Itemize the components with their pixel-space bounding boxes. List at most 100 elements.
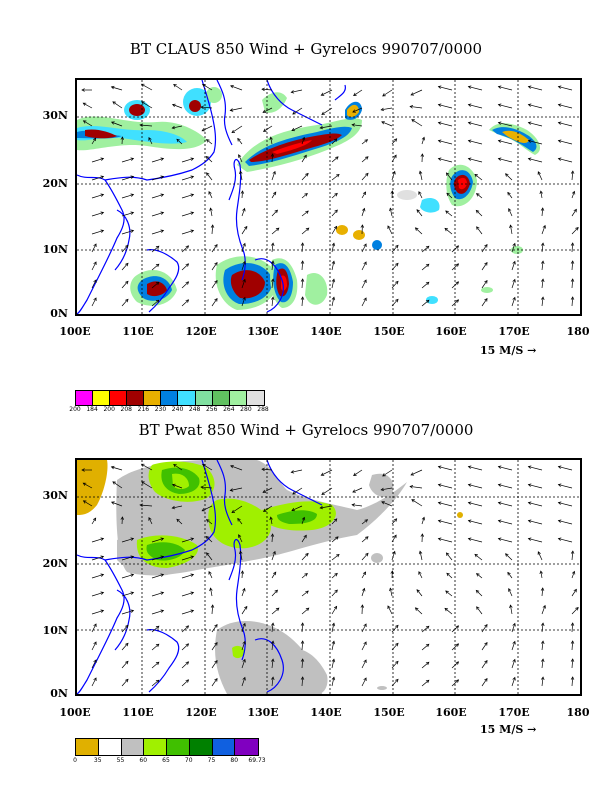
wind-arrow-shaft xyxy=(511,279,516,289)
wind-arrow-head-icon xyxy=(484,677,488,682)
colorbar-tick-label: 70 xyxy=(184,757,193,764)
wind-arrow-shaft xyxy=(508,208,513,217)
wind-arrow-head-icon xyxy=(333,138,338,142)
colorbar-tick-label: 288 xyxy=(257,406,269,413)
wind-arrow-head-icon xyxy=(527,537,532,541)
top-lat-label: 30N xyxy=(42,109,68,122)
wind-arrow-shaft xyxy=(361,588,365,597)
wind-arrow-shaft xyxy=(91,677,97,687)
wind-arrow-shaft xyxy=(181,230,194,235)
wind-arrow-head-icon xyxy=(475,589,480,594)
wind-arrow-head-icon xyxy=(455,245,460,249)
bottom-lon-label: 100E xyxy=(59,706,91,719)
wind-arrow-shaft xyxy=(301,227,310,235)
wind-arrow-shaft xyxy=(301,173,309,181)
wind-arrow-head-icon xyxy=(130,229,135,233)
wind-arrow-head-icon xyxy=(335,536,339,540)
wind-arrow-shaft xyxy=(241,570,243,579)
colorbar-swatch xyxy=(212,391,230,405)
wind-arrow-shaft xyxy=(91,556,104,561)
wind-arrow-head-icon xyxy=(573,208,577,213)
wind-arrow-shaft xyxy=(498,502,513,507)
wind-arrow-shaft xyxy=(91,243,97,253)
wind-arrow-shaft xyxy=(201,106,213,109)
wind-arrow-head-icon xyxy=(201,128,206,132)
wind-arrow-shaft xyxy=(181,158,194,163)
wind-arrow-head-icon xyxy=(512,622,516,627)
wind-arrow-shaft xyxy=(271,153,273,163)
wind-arrow-head-icon xyxy=(291,127,295,132)
wind-arrow-head-icon xyxy=(93,297,97,301)
wind-arrow-head-icon xyxy=(130,573,135,577)
wind-arrow-head-icon xyxy=(416,209,420,213)
wind-arrow-shaft xyxy=(446,172,453,181)
wind-arrow-shaft xyxy=(211,298,218,307)
wind-arrow-shaft xyxy=(498,140,513,145)
wind-arrow-shaft xyxy=(468,502,483,507)
wind-arrow-shaft xyxy=(468,158,483,163)
colorbar-tick-label: 240 xyxy=(171,406,184,413)
wind-arrow-head-icon xyxy=(527,465,532,469)
wind-arrow-shaft xyxy=(381,121,393,127)
wind-arrow-head-icon xyxy=(208,191,212,195)
wind-arrow-shaft xyxy=(151,538,164,543)
wind-arrow-head-icon xyxy=(467,121,472,125)
wind-arrow-head-icon xyxy=(100,175,105,179)
wind-arrow-head-icon xyxy=(304,192,308,197)
wind-arrow-head-icon xyxy=(389,207,393,212)
wind-arrow-head-icon xyxy=(570,260,575,264)
wind-arrow-head-icon xyxy=(190,609,195,613)
wind-arrow-head-icon xyxy=(93,641,97,645)
wind-arrow-shaft xyxy=(172,125,183,129)
wind-arrow-head-icon xyxy=(120,516,125,520)
wind-arrow-shaft xyxy=(507,572,513,579)
wind-arrow-shaft xyxy=(476,590,483,597)
wind-arrow-head-icon xyxy=(148,517,152,521)
wind-arrow-shaft xyxy=(418,191,423,199)
wind-arrow-head-icon xyxy=(130,555,135,559)
colorbar-tick-label: 200 xyxy=(69,406,81,413)
wind-arrow-head-icon xyxy=(570,278,575,282)
wind-arrow-shaft xyxy=(444,608,453,615)
wind-arrow-shaft xyxy=(468,484,483,489)
wind-arrow-shaft xyxy=(451,281,459,289)
wind-arrow-head-icon xyxy=(395,280,399,285)
wind-arrow-head-icon xyxy=(275,607,280,612)
wind-arrow-shaft xyxy=(321,469,333,476)
wind-arrow-head-icon xyxy=(190,537,195,541)
wind-arrow-shaft xyxy=(541,605,546,615)
wind-arrow-head-icon xyxy=(364,519,369,523)
wind-arrow-head-icon xyxy=(271,278,275,282)
wind-arrow-head-icon xyxy=(420,153,425,157)
wind-arrow-head-icon xyxy=(497,483,502,487)
wind-arrow-shaft xyxy=(558,466,573,471)
wind-arrow-head-icon xyxy=(541,278,545,282)
wind-arrow-shaft xyxy=(239,171,243,181)
wind-arrow-head-icon xyxy=(333,518,338,522)
wind-arrow-head-icon xyxy=(130,175,135,179)
wind-arrow-head-icon xyxy=(527,103,532,107)
wind-arrow-head-icon xyxy=(190,157,195,161)
wind-arrow-shaft xyxy=(558,484,573,489)
wind-arrow-shaft xyxy=(468,466,483,471)
wind-arrow-shaft xyxy=(91,297,97,307)
wind-arrow-head-icon xyxy=(303,154,307,159)
wind-arrow-shaft xyxy=(391,518,397,525)
wind-arrow-shaft xyxy=(121,556,134,561)
wind-arrow-shaft xyxy=(211,280,218,289)
wind-arrow-shaft xyxy=(230,85,243,91)
wind-arrow-head-icon xyxy=(445,552,450,556)
wind-arrow-head-icon xyxy=(148,137,152,141)
wind-arrow-head-icon xyxy=(467,103,472,107)
wind-arrow-shaft xyxy=(301,573,308,579)
wind-arrow-shaft xyxy=(419,551,423,561)
wind-arrow-shaft xyxy=(321,487,333,495)
wind-arrow-shaft xyxy=(391,643,399,651)
wind-arrow-head-icon xyxy=(541,242,545,246)
wind-arrow-shaft xyxy=(387,225,393,235)
wind-arrow-head-icon xyxy=(444,227,449,232)
wind-arrow-head-icon xyxy=(365,536,369,540)
bottom-map-canvas xyxy=(77,460,580,694)
wind-arrow-head-icon xyxy=(527,483,532,487)
wind-arrow-head-icon xyxy=(390,190,394,194)
